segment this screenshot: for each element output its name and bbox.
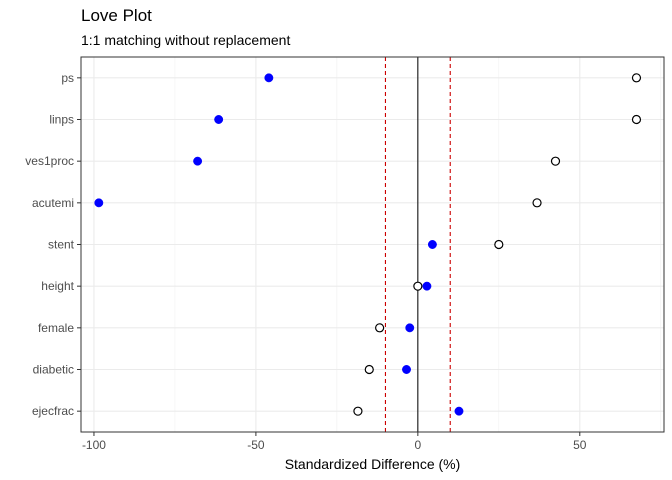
y-tick-label: height	[41, 279, 74, 293]
data-point-filled	[214, 115, 224, 124]
data-point-open	[353, 406, 363, 416]
y-tick-label: ves1proc	[25, 154, 74, 168]
x-tick-label: 0	[415, 438, 422, 452]
data-point-filled	[405, 323, 415, 333]
data-point-filled	[402, 365, 411, 374]
y-tick-label: stent	[48, 238, 75, 252]
data-point-open	[631, 114, 642, 125]
data-point-open	[532, 198, 542, 208]
data-point-open	[364, 364, 374, 375]
y-tick-label: acutemi	[32, 196, 74, 210]
data-point-filled	[193, 156, 203, 166]
data-point-open	[631, 73, 642, 83]
x-tick-label: 50	[573, 438, 587, 452]
data-point-filled	[94, 198, 104, 208]
y-tick-label: diabetic	[33, 363, 74, 377]
data-point-open	[375, 323, 385, 333]
data-point-open	[494, 239, 504, 250]
data-point-open	[550, 156, 561, 166]
chart-title: Love Plot	[81, 6, 152, 25]
y-tick-label: female	[38, 321, 74, 335]
data-point-filled	[454, 406, 464, 416]
data-point-filled	[427, 240, 437, 249]
data-point-filled	[264, 73, 274, 83]
y-tick-label: linps	[49, 113, 74, 127]
x-tick-label: -100	[82, 438, 106, 452]
y-tick-label: ejecfrac	[32, 404, 74, 418]
chart-subtitle: 1:1 matching without replacement	[81, 32, 291, 48]
y-tick-label: ps	[61, 71, 74, 85]
x-axis-label: Standardized Difference (%)	[284, 456, 461, 472]
x-tick-label: -50	[247, 438, 265, 452]
data-point-open	[413, 281, 423, 291]
data-point-filled	[422, 281, 432, 291]
